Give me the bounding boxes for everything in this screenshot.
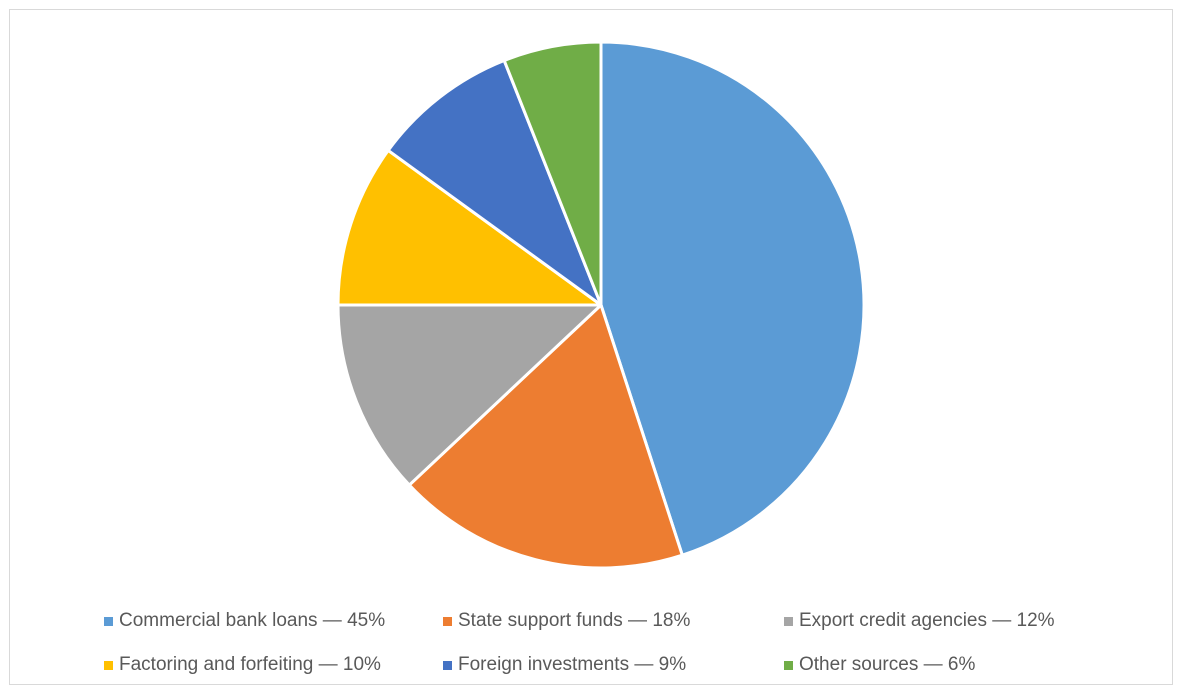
pie-slice-other-sources — [502, 40, 603, 307]
legend-swatch — [784, 660, 793, 670]
pie-slice-foreign-investments — [386, 58, 603, 307]
legend-item: Foreign investments — 9% — [443, 654, 686, 676]
legend-label: Foreign investments — 9% — [458, 654, 687, 675]
legend-label: Other sources — 6% — [799, 654, 976, 675]
legend-item: State support funds — 18% — [443, 610, 690, 632]
legend-item: Other sources — 6% — [784, 654, 975, 676]
pie-slice-commercial-bank-loans — [599, 40, 866, 557]
legend-label: State support funds — 18% — [458, 610, 691, 631]
legend-swatch — [443, 616, 452, 626]
pie-slice-factoring-and-forfeiting — [336, 148, 603, 307]
legend-swatch — [104, 660, 113, 670]
pie-slice-state-support-funds — [407, 303, 684, 570]
legend-swatch — [104, 616, 113, 626]
legend-item: Commercial bank loans — 45% — [104, 610, 385, 632]
legend-label: Commercial bank loans — 45% — [119, 610, 386, 631]
legend-label: Export credit agencies — 12% — [799, 610, 1055, 631]
legend-item: Factoring and forfeiting — 10% — [104, 654, 381, 676]
legend-label: Factoring and forfeiting — 10% — [119, 654, 381, 675]
pie-slice-export-credit-agencies — [336, 303, 603, 487]
legend-item: Export credit agencies — 12% — [784, 610, 1055, 632]
legend-swatch — [784, 616, 793, 626]
legend-swatch — [443, 660, 452, 670]
